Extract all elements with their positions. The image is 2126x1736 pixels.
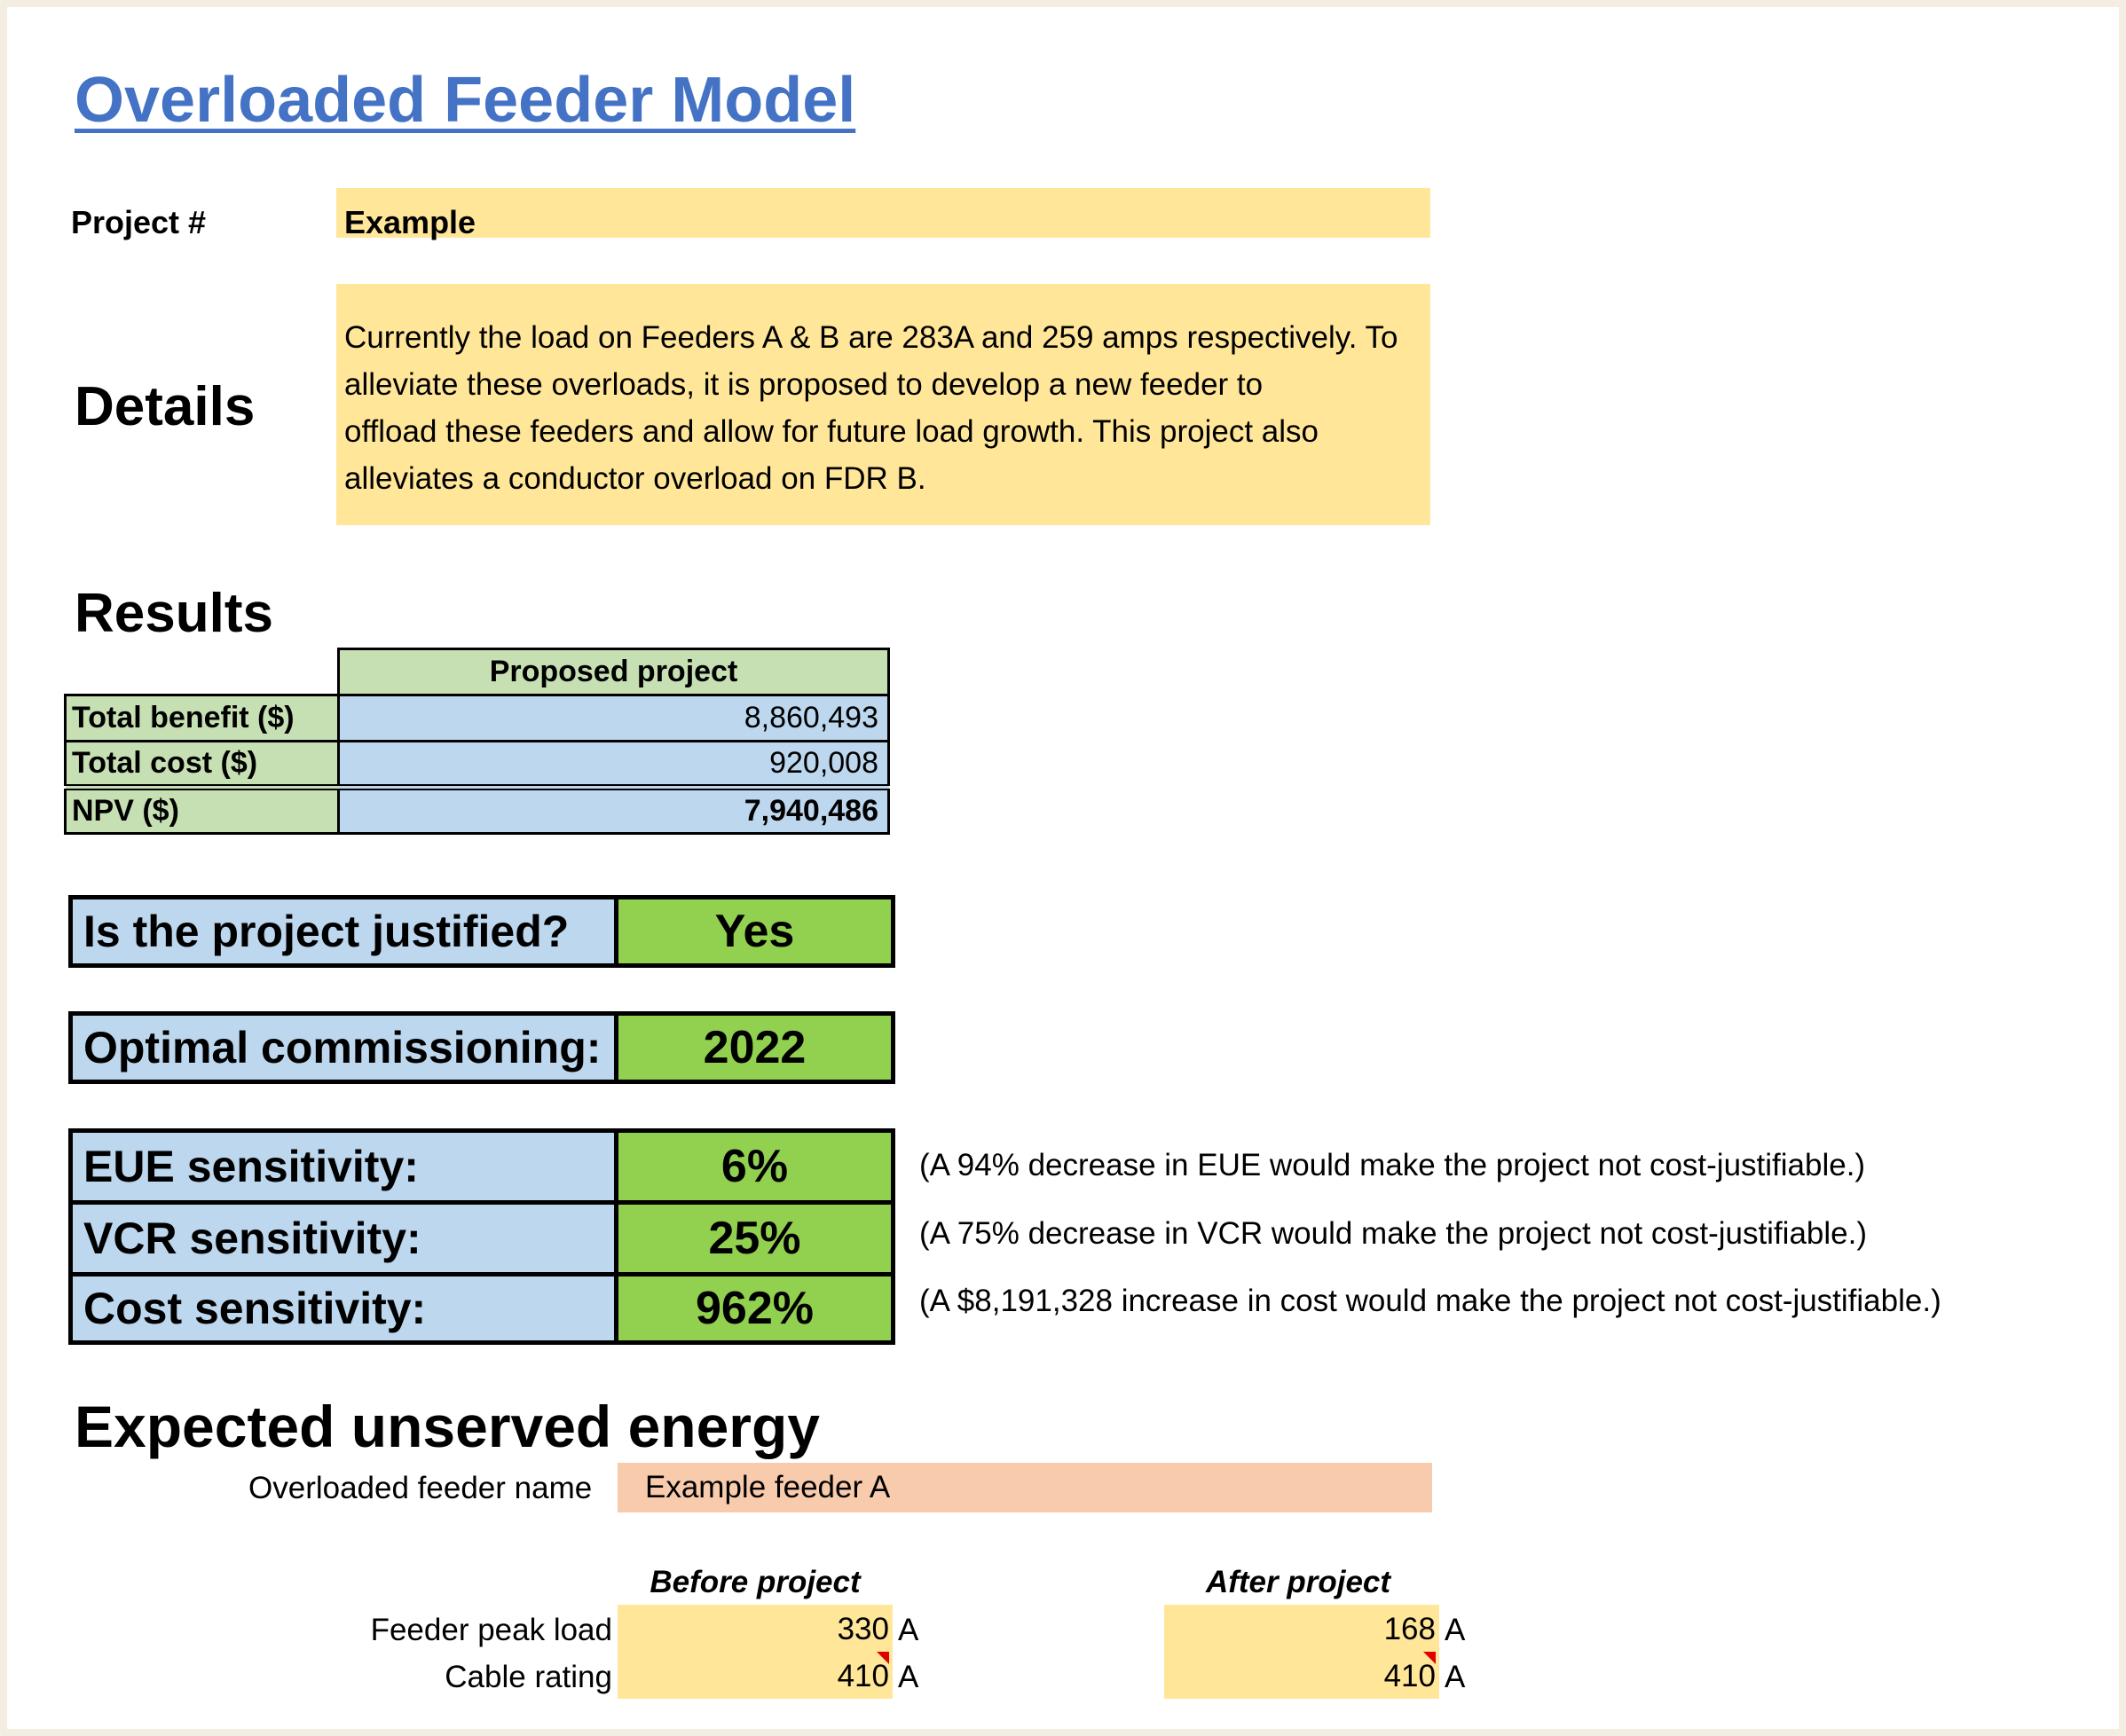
total-cost-value[interactable]: 920,008 bbox=[337, 740, 890, 789]
details-line: offload these feeders and allow for futu… bbox=[344, 414, 1319, 449]
vcr-sensitivity-value[interactable]: 25% bbox=[618, 1205, 891, 1272]
details-line: Currently the load on Feeders A & B are … bbox=[344, 320, 1398, 355]
eue-sensitivity-row: EUE sensitivity: 6% bbox=[73, 1133, 891, 1205]
results-heading: Results bbox=[75, 583, 273, 644]
vcr-sensitivity-label[interactable]: VCR sensitivity: bbox=[73, 1205, 618, 1272]
feeder-name-cell[interactable]: Example feeder A bbox=[618, 1463, 1432, 1512]
eue-heading: Expected unserved energy bbox=[75, 1394, 821, 1459]
project-number-cell[interactable]: Example bbox=[336, 188, 1430, 240]
cost-sensitivity-row: Cost sensitivity: 962% bbox=[73, 1276, 891, 1340]
eue-sensitivity-note[interactable]: (A 94% decrease in EUE would make the pr… bbox=[919, 1148, 1866, 1182]
project-number-label: Project # bbox=[71, 204, 207, 240]
peak-load-before-unit: A bbox=[898, 1613, 919, 1647]
peak-load-after-cell[interactable]: 168 bbox=[1164, 1605, 1439, 1652]
cable-rating-before-cell[interactable]: 410 bbox=[618, 1652, 893, 1699]
npv-value[interactable]: 7,940,486 bbox=[337, 784, 890, 835]
npv-label[interactable]: NPV ($) bbox=[64, 784, 340, 835]
total-cost-label[interactable]: Total cost ($) bbox=[64, 740, 340, 789]
details-line: alleviate these overloads, it is propose… bbox=[344, 367, 1264, 402]
commissioning-value[interactable]: 2022 bbox=[618, 1016, 891, 1080]
sensitivity-table: EUE sensitivity: 6% VCR sensitivity: 25%… bbox=[68, 1128, 895, 1345]
cable-rating-after-unit: A bbox=[1445, 1660, 1466, 1694]
page-title[interactable]: Overloaded Feeder Model bbox=[75, 65, 856, 136]
justified-row: Is the project justified? Yes bbox=[68, 895, 895, 968]
peak-load-after-unit: A bbox=[1445, 1613, 1466, 1647]
cable-rating-after-value: 410 bbox=[1383, 1659, 1436, 1693]
cost-sensitivity-value[interactable]: 962% bbox=[618, 1276, 891, 1340]
commissioning-label[interactable]: Optimal commissioning: bbox=[73, 1016, 618, 1080]
feeder-name-label: Overloaded feeder name bbox=[248, 1471, 593, 1505]
cable-rating-label: Cable rating bbox=[445, 1660, 612, 1694]
after-project-header: After project bbox=[1205, 1565, 1391, 1599]
details-cell[interactable]: Currently the load on Feeders A & B are … bbox=[336, 284, 1430, 525]
justified-value[interactable]: Yes bbox=[618, 899, 891, 963]
eue-sensitivity-label[interactable]: EUE sensitivity: bbox=[73, 1133, 618, 1200]
results-table: Proposed project Total benefit ($) 8,860… bbox=[64, 648, 890, 835]
details-line: alleviates a conductor overload on FDR B… bbox=[344, 461, 926, 496]
feeder-peak-load-label: Feeder peak load bbox=[370, 1613, 612, 1647]
commissioning-row: Optimal commissioning: 2022 bbox=[68, 1011, 895, 1084]
eue-sensitivity-value[interactable]: 6% bbox=[618, 1133, 891, 1200]
cost-sensitivity-label[interactable]: Cost sensitivity: bbox=[73, 1276, 618, 1340]
cable-rating-before-value: 410 bbox=[837, 1659, 889, 1693]
comment-indicator-icon[interactable] bbox=[1423, 1652, 1436, 1664]
total-benefit-value[interactable]: 8,860,493 bbox=[337, 694, 890, 742]
results-column-header[interactable]: Proposed project bbox=[337, 648, 890, 696]
total-benefit-label[interactable]: Total benefit ($) bbox=[64, 694, 340, 742]
cable-rating-after-cell[interactable]: 410 bbox=[1164, 1652, 1439, 1699]
justified-label[interactable]: Is the project justified? bbox=[73, 899, 618, 963]
details-label: Details bbox=[75, 376, 256, 437]
comment-indicator-icon[interactable] bbox=[877, 1652, 889, 1664]
cable-rating-before-unit: A bbox=[898, 1660, 919, 1694]
cost-sensitivity-note[interactable]: (A $8,191,328 increase in cost would mak… bbox=[919, 1284, 1941, 1318]
before-project-header: Before project bbox=[650, 1565, 861, 1599]
spreadsheet-sheet: Overloaded Feeder Model Project # Exampl… bbox=[7, 7, 2119, 1729]
peak-load-before-cell[interactable]: 330 bbox=[618, 1605, 893, 1652]
vcr-sensitivity-note[interactable]: (A 75% decrease in VCR would make the pr… bbox=[919, 1216, 1868, 1251]
results-corner-cell bbox=[66, 649, 339, 695]
vcr-sensitivity-row: VCR sensitivity: 25% bbox=[73, 1205, 891, 1276]
